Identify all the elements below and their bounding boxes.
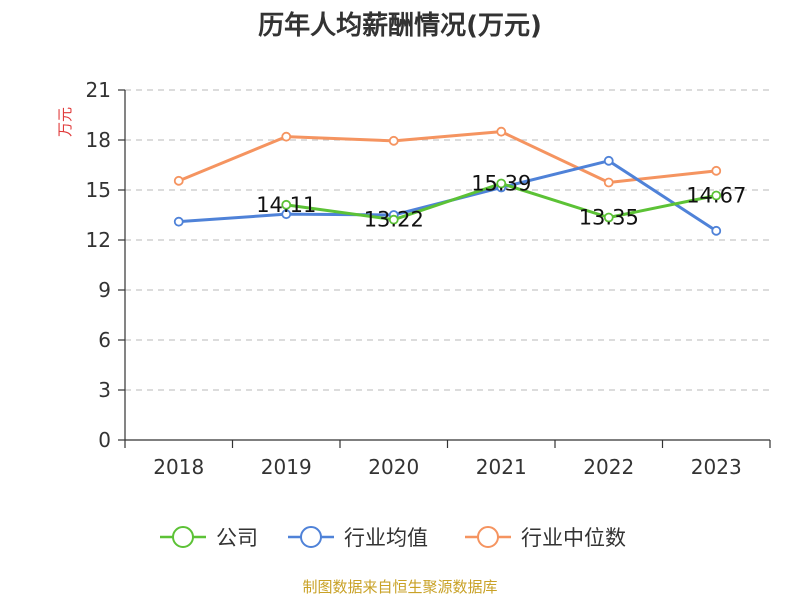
data-point-industry_avg <box>173 216 184 227</box>
data-label: 14.11 <box>256 193 316 217</box>
legend-label: 行业中位数 <box>521 526 626 550</box>
legend-item-industry_avg: 行业均值 <box>288 526 428 550</box>
y-axis-label: 万元 <box>56 107 74 137</box>
series-line-industry_median <box>178 130 717 184</box>
data-point-industry_median <box>603 177 614 188</box>
data-point-industry_avg <box>711 225 722 236</box>
y-tick-label: 0 <box>98 428 111 452</box>
y-tick-label: 9 <box>98 278 111 302</box>
legend: 公司 行业均值 行业中位数 <box>160 526 626 550</box>
y-tick-label: 21 <box>86 78 111 102</box>
legend-item-industry_median: 行业中位数 <box>465 526 626 550</box>
y-tick-label: 12 <box>86 228 111 252</box>
data-label: 15.39 <box>471 172 531 196</box>
x-tick-label: 2019 <box>261 455 312 479</box>
data-point-company <box>281 199 292 210</box>
legend-marker-company <box>172 526 194 548</box>
data-label: 13.35 <box>579 206 639 230</box>
x-tick-label: 2021 <box>476 455 527 479</box>
y-tick-label: 15 <box>86 178 111 202</box>
data-point-company <box>388 214 399 225</box>
data-label: 14.67 <box>686 184 746 208</box>
y-tick-label: 3 <box>98 378 111 402</box>
data-point-company <box>496 178 507 189</box>
data-point-industry_avg <box>603 155 614 166</box>
legend-marker-industry_median <box>477 526 499 548</box>
x-tick-label: 2023 <box>691 455 742 479</box>
x-tick-label: 2022 <box>583 455 634 479</box>
data-point-company <box>603 212 614 223</box>
legend-item-company: 公司 <box>160 526 258 550</box>
y-tick-label: 18 <box>86 128 111 152</box>
x-tick-label: 2018 <box>153 455 204 479</box>
data-label: 13.22 <box>364 208 424 232</box>
data-point-industry_median <box>496 126 507 137</box>
data-point-industry_median <box>711 165 722 176</box>
data-point-industry_median <box>173 175 184 186</box>
legend-label: 公司 <box>216 526 258 550</box>
y-tick-label: 6 <box>98 328 111 352</box>
chart-title: 历年人均薪酬情况(万元) <box>258 10 542 41</box>
data-point-company <box>711 190 722 201</box>
data-point-industry_median <box>281 131 292 142</box>
data-point-industry_avg <box>281 209 292 220</box>
data-point-industry_median <box>388 135 399 146</box>
source-note: 制图数据来自恒生聚源数据库 <box>302 578 497 596</box>
legend-marker-industry_avg <box>300 526 322 548</box>
legend-label: 行业均值 <box>344 526 428 550</box>
x-tick-label: 2020 <box>368 455 419 479</box>
